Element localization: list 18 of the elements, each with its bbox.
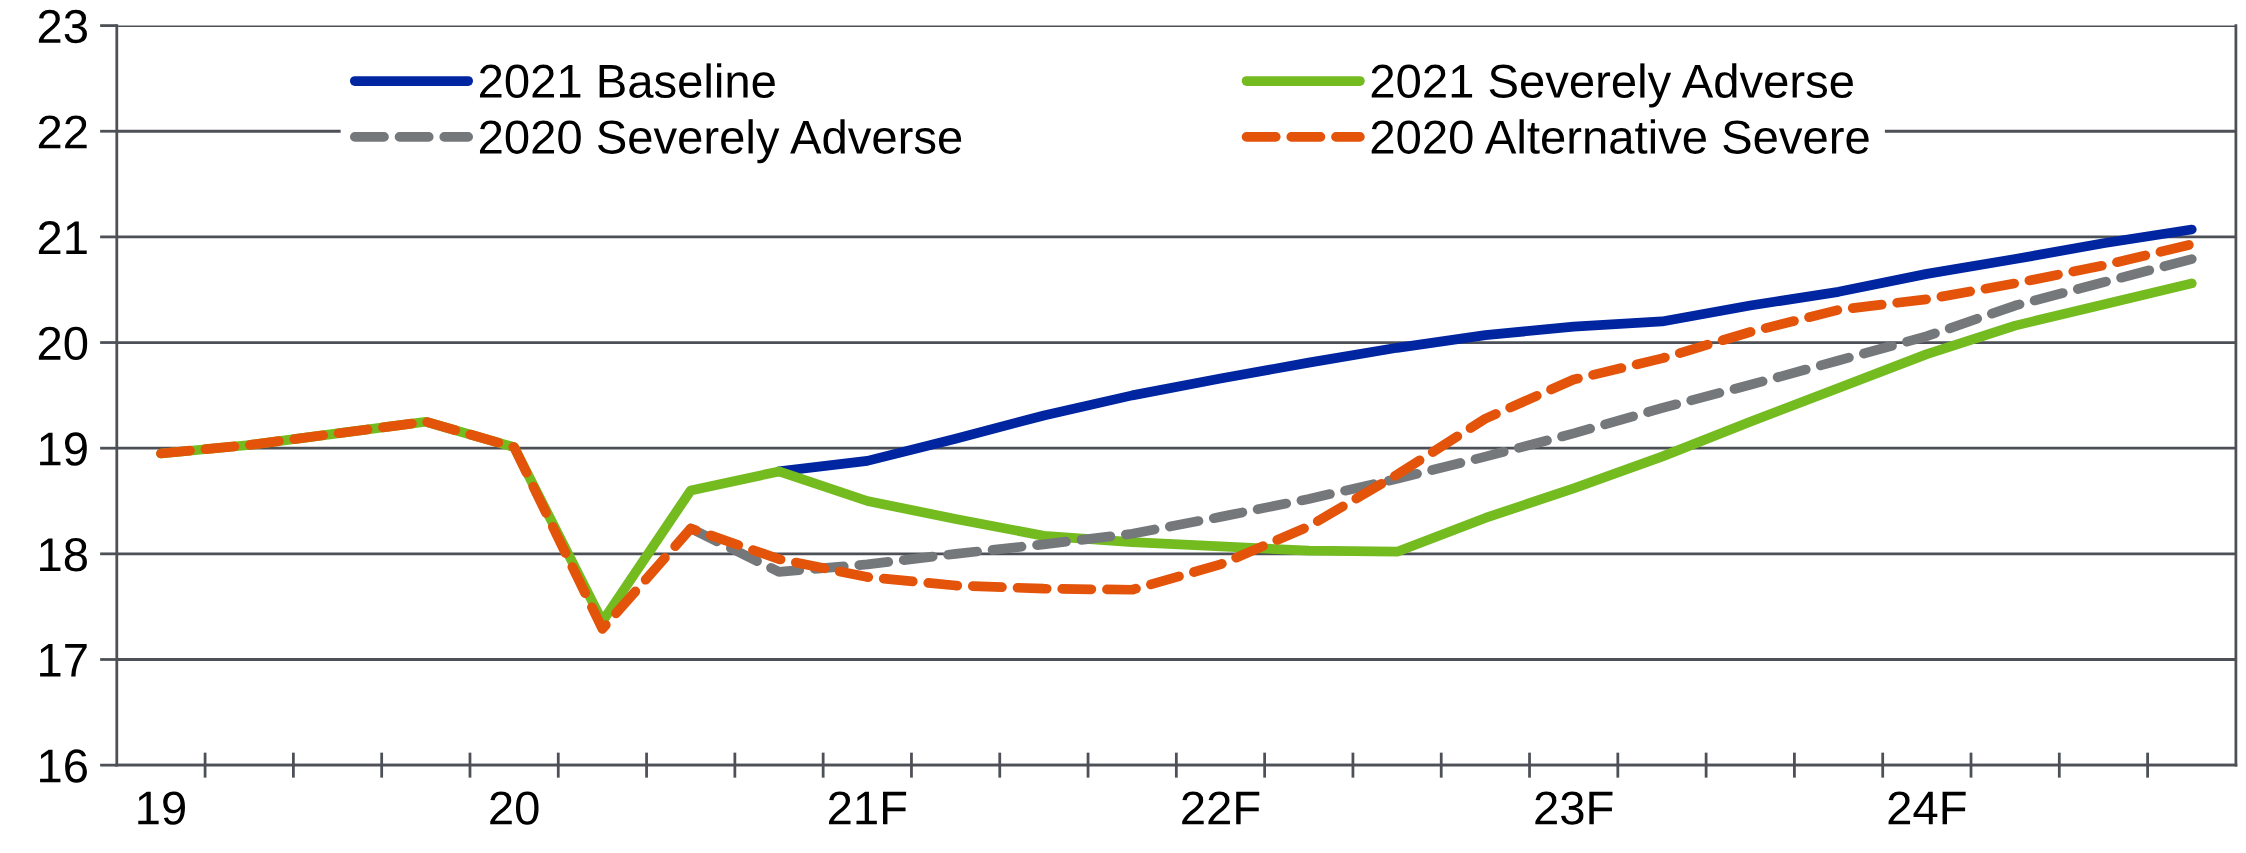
y-tick-label: 23 [38,9,87,44]
legend-label: 2020 Alternative Severe [1371,119,1869,154]
x-tick-label: 21F [829,791,907,825]
legend-label: 2020 Severely Adverse [479,119,962,164]
y-tick-label: 20 [38,326,88,361]
x-tick-label: 22F [1182,791,1260,825]
x-tick-label: 20 [490,791,539,825]
x-tick-label: 24F [1888,791,1966,825]
x-tick-label: 23F [1535,791,1613,825]
legend-label: 2021 Severely Adverse [1371,63,1853,108]
y-tick-label: 16 [40,749,87,783]
x-tick-label: 19 [138,791,185,825]
legend-label: 2021 Baseline [479,63,775,99]
y-tick-label: 17 [40,644,87,677]
y-tick-label: 22 [38,115,87,149]
y-tick-label: 21 [38,221,87,254]
y-tick-label: 18 [40,537,87,572]
y-tick-label: 19 [40,432,87,466]
